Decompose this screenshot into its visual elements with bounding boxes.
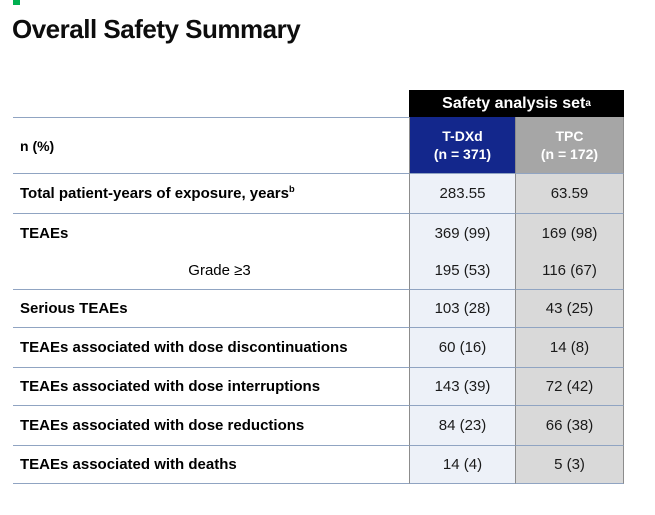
- cell-tdxd: 369 (99) 195 (53): [409, 213, 516, 289]
- row-label: TEAEs Grade ≥3: [13, 213, 409, 289]
- cell-tdxd: 283.55: [409, 173, 516, 213]
- cell-tpc: 63.59: [516, 173, 624, 213]
- cell-tdxd-grade3: 195 (53): [434, 261, 491, 279]
- cell-tdxd: 60 (16): [409, 327, 516, 367]
- row-label: Serious TEAEs: [13, 289, 409, 327]
- cell-tpc-grade3: 116 (67): [542, 261, 597, 279]
- table-row-patient-years: Total patient-years of exposure, yearsb …: [13, 173, 624, 213]
- cell-tpc: 14 (8): [516, 327, 624, 367]
- row-label: TEAEs associated with dose reductions: [13, 405, 409, 445]
- cell-tpc: 169 (98) 116 (67): [516, 213, 624, 289]
- cell-tpc: 72 (42): [516, 367, 624, 405]
- span-header-spacer: [13, 90, 409, 117]
- table-row-teaes: TEAEs Grade ≥3 369 (99) 195 (53) 169 (98…: [13, 213, 624, 289]
- cell-tdxd: 84 (23): [409, 405, 516, 445]
- cell-tpc-teaes: 169 (98): [541, 224, 598, 242]
- column-header-tpc-n: (n = 172): [540, 146, 599, 162]
- cell-tpc: 43 (25): [516, 289, 624, 327]
- row-label: TEAEs associated with deaths: [13, 445, 409, 484]
- column-header-tdxd-n: (n = 371): [433, 146, 492, 162]
- cell-tdxd: 103 (28): [409, 289, 516, 327]
- column-header-tdxd-name: T-DXd: [442, 128, 483, 144]
- column-header-n-pct: n (%): [13, 117, 409, 173]
- row-label-text: Total patient-years of exposure, yearsb: [20, 184, 295, 202]
- table-row-dose-discontinuations: TEAEs associated with dose discontinuati…: [13, 327, 624, 367]
- green-corner-mark: [13, 0, 20, 5]
- table-span-header-row: Safety analysis set a: [13, 90, 624, 117]
- span-header-safety-analysis-set: Safety analysis set a: [409, 90, 624, 117]
- cell-tdxd: 143 (39): [409, 367, 516, 405]
- table-row-dose-reductions: TEAEs associated with dose reductions 84…: [13, 405, 624, 445]
- row-sublabel-grade3: Grade ≥3: [188, 261, 251, 279]
- page-title: Overall Safety Summary: [12, 14, 301, 44]
- column-header-tpc-name: TPC: [555, 128, 584, 144]
- table-column-header-row: n (%) T-DXd (n = 371) TPC (n = 172): [13, 117, 624, 173]
- span-header-text: Safety analysis set: [442, 94, 586, 112]
- safety-summary-table: Safety analysis set a n (%) T-DXd (n = 37…: [13, 90, 624, 484]
- cell-tpc: 5 (3): [516, 445, 624, 484]
- table-row-serious-teaes: Serious TEAEs 103 (28) 43 (25): [13, 289, 624, 327]
- row-label: Total patient-years of exposure, yearsb: [13, 173, 409, 213]
- column-header-tdxd: T-DXd (n = 371): [409, 117, 516, 173]
- row-label: TEAEs associated with dose interruptions: [13, 367, 409, 405]
- row-label-sup: b: [288, 184, 295, 194]
- table-row-dose-interruptions: TEAEs associated with dose interruptions…: [13, 367, 624, 405]
- column-header-tpc: TPC (n = 172): [516, 117, 624, 173]
- row-label-text: TEAEs: [20, 224, 69, 242]
- table-row-deaths: TEAEs associated with deaths 14 (4) 5 (3…: [13, 445, 624, 484]
- cell-tdxd: 14 (4): [409, 445, 516, 484]
- row-label: TEAEs associated with dose discontinuati…: [13, 327, 409, 367]
- cell-tpc: 66 (38): [516, 405, 624, 445]
- cell-tdxd-teaes: 369 (99): [434, 224, 491, 242]
